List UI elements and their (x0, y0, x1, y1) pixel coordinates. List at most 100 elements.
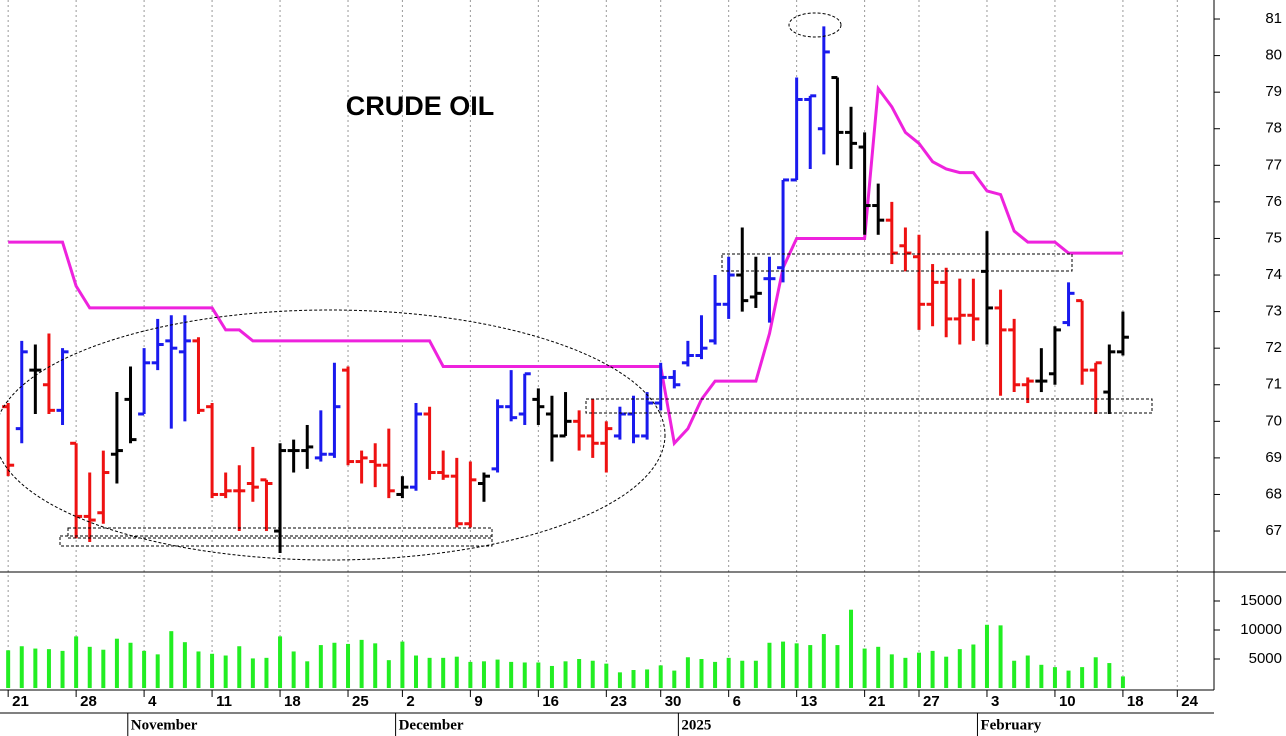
ohlc-bar (681, 340, 694, 367)
x-tick-label: 3 (991, 693, 999, 710)
y-tick-label: 68 (1265, 485, 1282, 502)
volume-bar (740, 660, 745, 688)
ohlc-bar (301, 424, 314, 469)
ohlc-bar (845, 106, 858, 169)
volume-bar (33, 648, 38, 688)
ohlc-bar (641, 392, 654, 440)
volume-bar (509, 661, 514, 688)
ohlc-bar (695, 315, 708, 360)
ohlc-bar (355, 450, 368, 484)
ohlc-bar (559, 392, 572, 438)
ohlc-bar (573, 410, 586, 451)
ohlc-bar (83, 472, 96, 543)
y-tick-label: 74 (1265, 266, 1282, 283)
ohlc-bar (777, 178, 790, 283)
y-tick-label: 77 (1265, 156, 1282, 173)
volume-bar (427, 657, 432, 688)
ohlc-bar (953, 278, 966, 345)
support-box (585, 398, 1153, 414)
ohlc-bar (518, 372, 531, 425)
ohlc-bar (491, 399, 504, 473)
ohlc-bar (749, 256, 762, 308)
chart-title: CRUDE OIL (346, 91, 495, 121)
ohlc-bar (1062, 282, 1075, 327)
x-tick-label: 27 (923, 693, 940, 710)
x-tick-label: 21 (869, 693, 886, 710)
range-ellipse (0, 309, 666, 561)
grid (7, 0, 1178, 690)
volume-bar (6, 650, 11, 688)
volume-bar (305, 661, 310, 688)
volume-bar (903, 657, 908, 688)
volume-bar (264, 657, 269, 688)
volume-bar (726, 657, 731, 688)
volume-bar (916, 652, 921, 688)
volume-bar (604, 663, 609, 688)
ohlc-bar (899, 227, 912, 272)
ohlc-bar (178, 315, 191, 422)
volume-bar (984, 624, 989, 688)
volume-tick-label: 15000 (1240, 592, 1282, 609)
ohlc-bar (1116, 311, 1129, 356)
y-tick-label: 81 (1265, 10, 1282, 27)
x-tick-label: 25 (352, 693, 369, 710)
volume-bar (19, 646, 24, 688)
ohlc-bar (382, 428, 395, 499)
ohlc-bar (369, 443, 382, 488)
volume-bar (1012, 660, 1017, 688)
volume-bar (699, 659, 704, 688)
volume-bar (441, 657, 446, 688)
volume-bar (1107, 663, 1112, 688)
ohlc-bar (464, 461, 477, 528)
volume-bar (101, 649, 106, 688)
x-tick-label: 10 (1059, 693, 1076, 710)
volume-bar (346, 643, 351, 688)
marks (2, 26, 1129, 688)
ohlc-bar (994, 289, 1007, 396)
ohlc-bar (287, 439, 300, 473)
x-tick-label: 24 (1181, 693, 1198, 710)
y-tick-label: 67 (1265, 522, 1282, 539)
volume-bar (291, 651, 296, 688)
month-label: December (399, 717, 464, 733)
volume-bar (373, 643, 378, 688)
x-tick-label: 23 (610, 693, 627, 710)
volume-bar (1093, 657, 1098, 688)
ohlc-bar (872, 183, 885, 235)
ohlc-bar (219, 472, 232, 499)
volume-bar (658, 665, 663, 688)
ohlc-bar (885, 201, 898, 265)
x-tick-label: 13 (801, 693, 818, 710)
ohlc-bar (396, 476, 409, 499)
volume-bar (781, 641, 786, 688)
volume-bar (454, 656, 459, 688)
ohlc-bar (192, 337, 205, 415)
ohlc-bar (790, 77, 803, 182)
ohlc-bar (437, 450, 450, 480)
y-tick-label: 75 (1265, 229, 1282, 246)
volume-bar (930, 650, 935, 688)
volume-bar (998, 625, 1003, 688)
ohlc-bar (274, 443, 287, 553)
volume-bar (577, 659, 582, 688)
ohlc-bar (1048, 326, 1061, 385)
volume-bar (359, 639, 364, 688)
volume-bar (114, 638, 119, 688)
month-label: February (980, 717, 1041, 733)
ohlc-bar (967, 278, 980, 341)
y-tick-label: 79 (1265, 83, 1282, 100)
ohlc-bar (165, 315, 178, 429)
peak-ellipse (788, 12, 842, 38)
volume-bar (835, 645, 840, 688)
volume-bar (1080, 667, 1085, 688)
volume-bar (250, 658, 255, 688)
volume-bar (889, 654, 894, 688)
volume-bar (278, 636, 283, 688)
volume-bar (849, 609, 854, 688)
ohlc-bar (1008, 318, 1021, 393)
volume-bar (169, 631, 174, 688)
ohlc-bar (260, 478, 273, 532)
y-tick-label: 70 (1265, 412, 1282, 429)
ohlc-bar (42, 333, 55, 415)
